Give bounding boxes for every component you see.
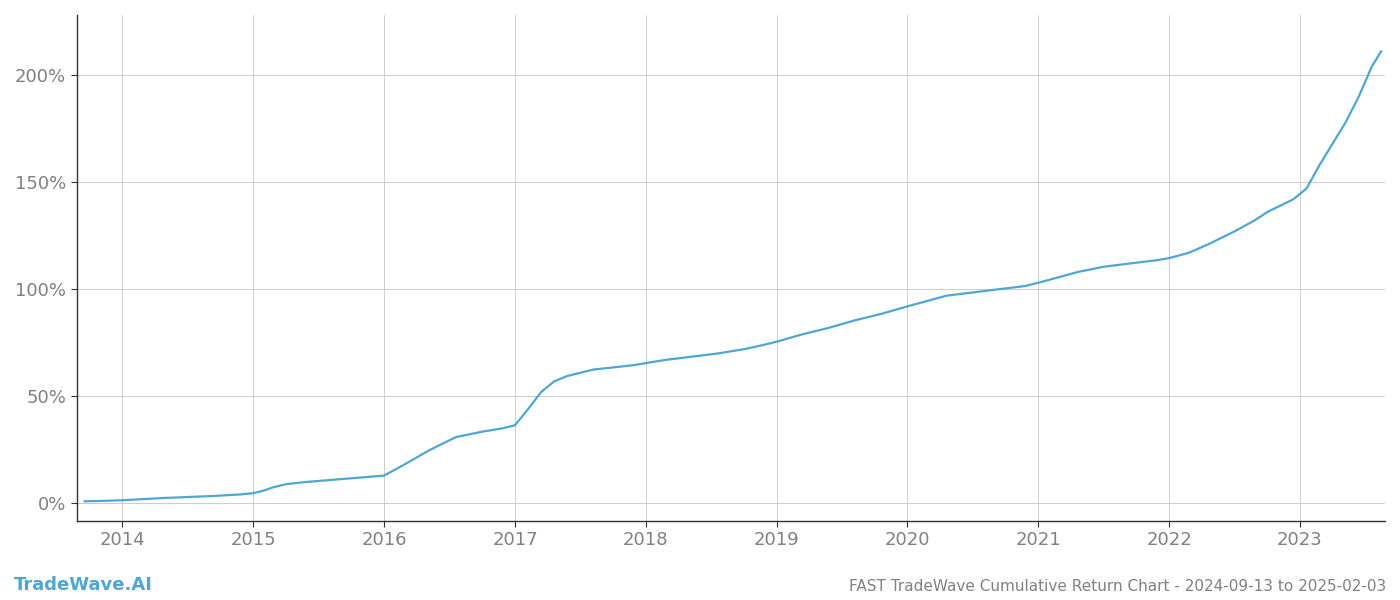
Text: FAST TradeWave Cumulative Return Chart - 2024-09-13 to 2025-02-03: FAST TradeWave Cumulative Return Chart -… bbox=[848, 579, 1386, 594]
Text: TradeWave.AI: TradeWave.AI bbox=[14, 576, 153, 594]
